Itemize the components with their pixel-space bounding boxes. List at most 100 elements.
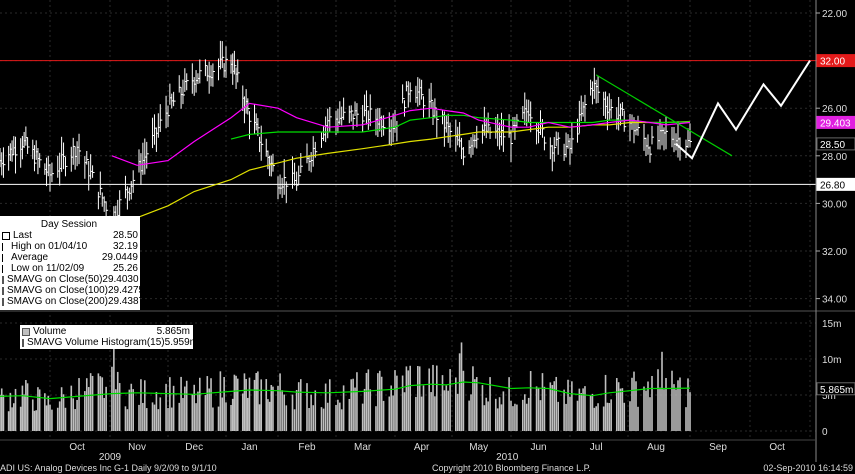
volume-bar	[0, 394, 1, 431]
price-axis-label: 32.00	[822, 247, 847, 258]
high-tick-icon	[2, 242, 8, 251]
volume-bar	[418, 366, 421, 431]
legend-label: SMAVG on Close(200)	[7, 296, 108, 307]
volume-bar	[320, 407, 323, 431]
legend-value: 28.50	[112, 230, 138, 241]
volume-bar	[597, 403, 599, 431]
projected-zigzag	[675, 60, 811, 160]
volume-bar	[268, 401, 271, 431]
legend-row: High on 01/04/10 32.19	[0, 241, 138, 252]
volume-bar	[502, 391, 505, 431]
volume-bar	[64, 407, 67, 431]
legend-rows: Last 28.50 High on 01/04/10 32.19 Average 29.…	[0, 230, 144, 307]
legend-value: 29.4387	[107, 296, 145, 307]
volume-bar	[33, 410, 36, 431]
volume-bar	[312, 405, 315, 431]
volume-bar	[643, 386, 645, 431]
volume-bar	[206, 376, 209, 431]
volume-bar	[60, 387, 63, 431]
volume-bar	[208, 388, 210, 431]
volume-bar	[245, 379, 247, 431]
volume-bar	[113, 337, 115, 431]
volume-bar	[272, 386, 274, 431]
volume-bar	[441, 375, 444, 431]
volume-bar	[677, 380, 679, 431]
volume-bar	[225, 402, 227, 431]
legend-value: 32.19	[112, 241, 138, 252]
volume-bar	[571, 381, 573, 431]
month-label: Oct	[69, 442, 85, 453]
volume-bar	[111, 366, 113, 431]
volume-bar	[661, 351, 663, 431]
volume-bar	[281, 390, 283, 431]
volume-bar	[606, 402, 609, 431]
chart-footer: ADI US: Analog Devices Inc G-1 Daily 9/2…	[0, 462, 855, 474]
month-label: Feb	[298, 442, 316, 453]
volume-bar	[392, 395, 394, 431]
volume-bar	[62, 394, 65, 431]
volume-legend-label: SMAVG Volume Histogram(15)	[27, 337, 165, 348]
volume-bar	[512, 406, 514, 431]
volume-bar	[663, 389, 665, 431]
volume-bar	[589, 395, 592, 431]
volume-bar	[535, 386, 538, 431]
legend-row: SMAVG on Close(100) 29.4275	[0, 285, 144, 296]
volume-bar	[140, 379, 142, 431]
price-axis-label: 28.00	[822, 152, 847, 163]
axes: 34.0032.0030.0028.0026.0024.0022.0005m10…	[0, 0, 855, 463]
volume-bar	[151, 402, 154, 431]
volume-bar	[260, 379, 263, 431]
swatch-icon	[2, 275, 4, 284]
volume-bar	[657, 369, 659, 431]
volume-bar	[144, 380, 146, 431]
volume-bar	[270, 385, 273, 431]
volume-bar	[243, 373, 246, 431]
volume-bar	[172, 385, 175, 431]
volume-bar	[434, 396, 436, 431]
volume-bar	[44, 393, 46, 431]
volume-axis-label: 5m	[822, 391, 836, 402]
volume-bar	[363, 388, 366, 431]
month-label: Jun	[530, 442, 546, 453]
volume-bar	[665, 378, 667, 431]
volume-bar	[78, 378, 80, 431]
volume-bar	[324, 383, 327, 431]
volume-sma-line	[0, 381, 691, 400]
volume-bar	[169, 377, 171, 431]
volume-bar	[443, 390, 446, 431]
volume-bar	[101, 377, 104, 431]
volume-bar	[247, 397, 249, 431]
volume-bar	[687, 378, 689, 431]
volume-bar	[449, 369, 451, 431]
volume-bar	[253, 379, 256, 431]
volume-bar	[279, 373, 281, 431]
month-label: Oct	[769, 442, 785, 453]
volume-bar	[348, 398, 351, 431]
volume-bar	[26, 383, 29, 431]
volume-bar	[539, 400, 542, 431]
legend-row: Last 28.50	[0, 230, 138, 241]
volume-bar	[142, 402, 144, 431]
volume-bar	[432, 364, 434, 431]
volume-bar	[565, 403, 567, 431]
legend-row: SMAVG on Close(200) 29.4387	[0, 296, 144, 307]
volume-bar	[494, 398, 497, 431]
volume-bar	[529, 371, 532, 431]
callout-label: 28.50	[820, 140, 845, 151]
price-bars	[0, 40, 692, 229]
volume-bar	[204, 395, 207, 431]
volume-bars	[0, 337, 691, 431]
volume-bar	[685, 407, 687, 431]
volume-bar	[689, 392, 691, 431]
volume-bar	[118, 383, 121, 431]
volume-bar	[157, 409, 160, 431]
volume-bar	[258, 404, 261, 431]
volume-legend-value: 5.959m	[164, 337, 198, 348]
volume-bar	[195, 403, 197, 431]
volume-bar	[38, 389, 41, 431]
volume-callout-label: 5.865m	[820, 385, 853, 396]
volume-bar	[138, 404, 140, 431]
volume-bar	[580, 393, 583, 431]
volume-bar	[51, 409, 53, 431]
low-tick-icon	[2, 264, 8, 273]
